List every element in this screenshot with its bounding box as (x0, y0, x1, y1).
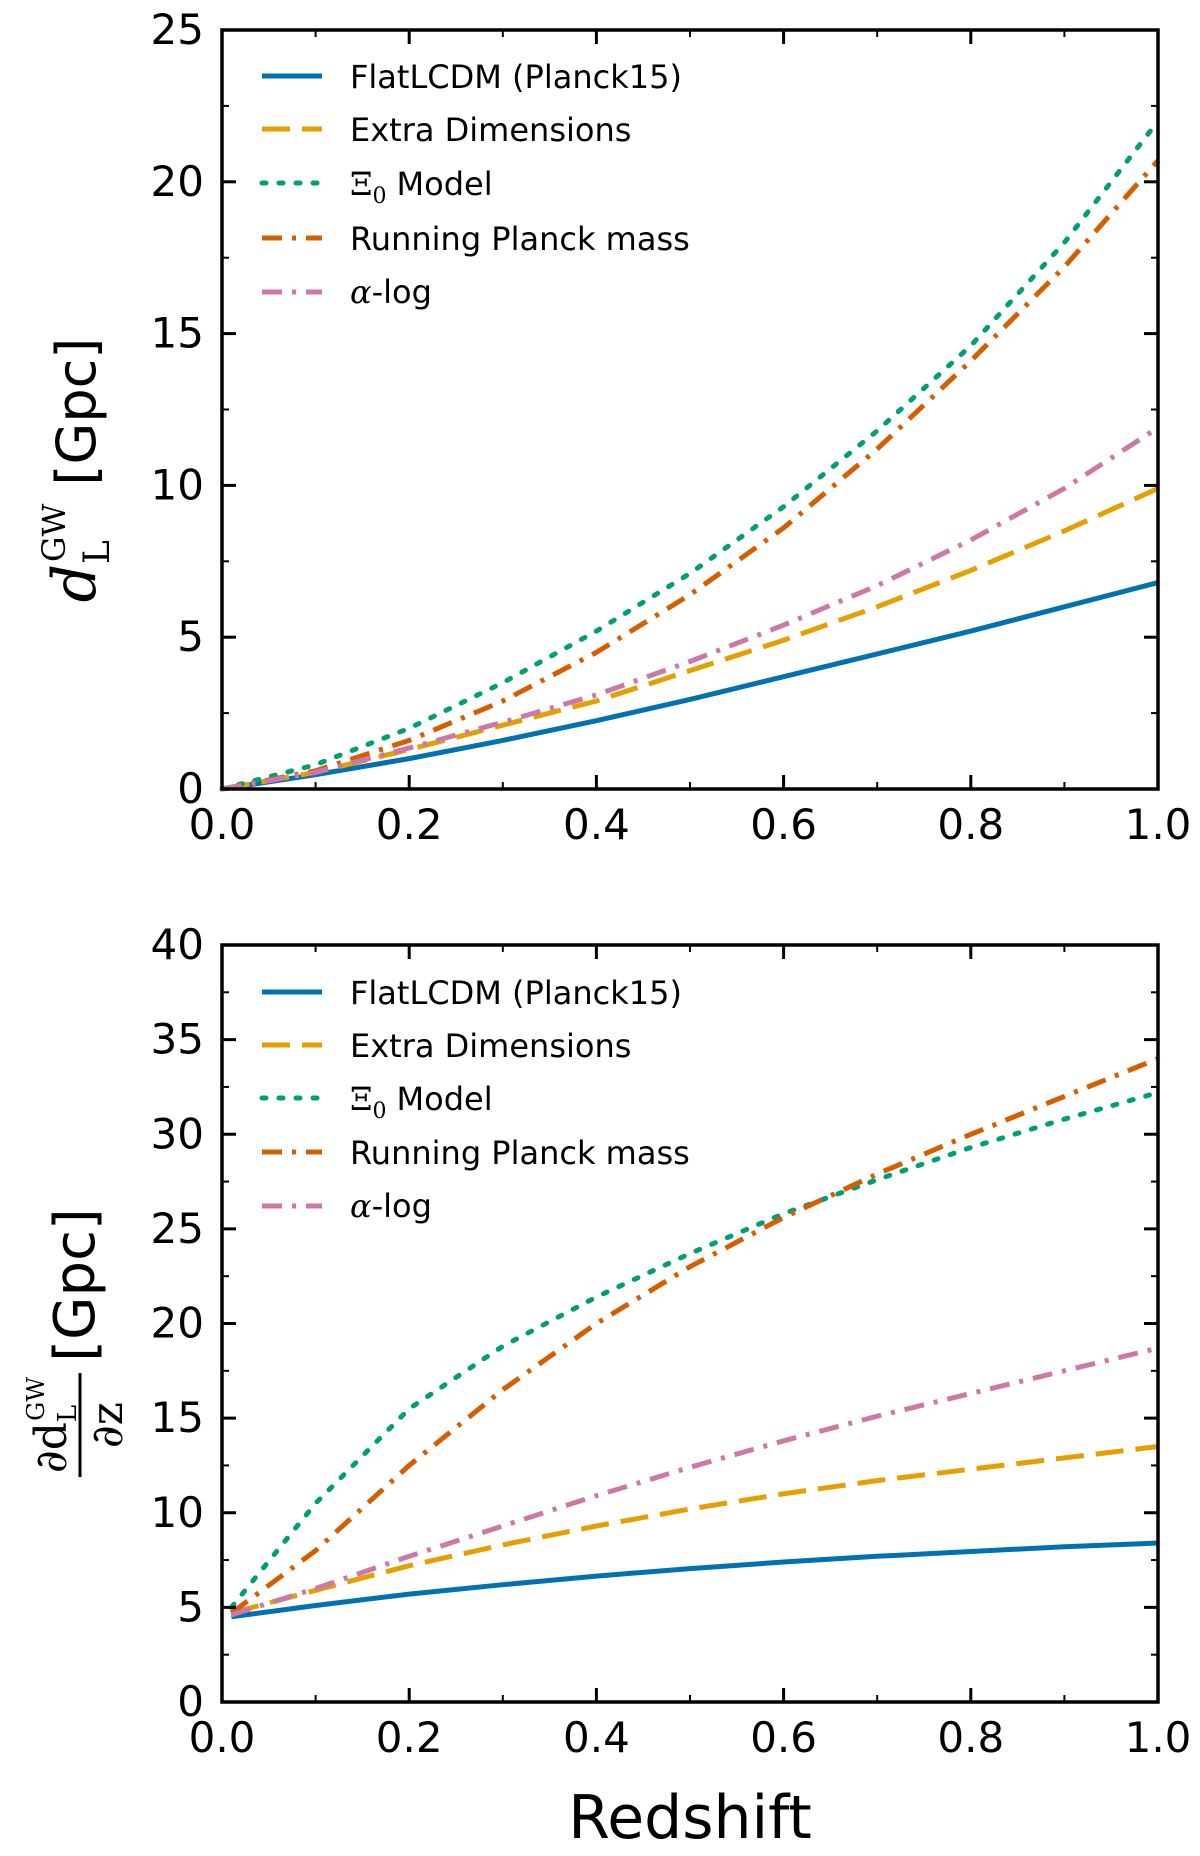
legend-label-extra-dimensions: Extra Dimensions (350, 1027, 631, 1065)
y-axis-label-bottom: ∂dLGW ∂z [Gpc] (22, 1208, 133, 1477)
y-tick-label: 30 (151, 1109, 204, 1158)
legend-xi-symbol: Ξ (350, 1080, 373, 1118)
series-line-flatlcdm (221, 580, 1159, 792)
panel-bottom: 0.0 0.2 0.4 0.6 0.8 1.0 0 5 10 15 20 25 30 35 40 ∂dLGW… (22, 920, 1191, 1762)
legend-label-flatlcdm: FlatLCDM (Planck15) (350, 974, 682, 1012)
legend-label-flatlcdm: FlatLCDM (Planck15) (350, 58, 682, 96)
ylabel-num: ∂d (26, 1422, 77, 1473)
y-tick-label: 5 (177, 1582, 204, 1631)
legend-entry-alpha-log: α-log (262, 1187, 432, 1225)
ylabel-den: ∂z (82, 1402, 133, 1448)
series-line-extra_dimensions (230, 1444, 1159, 1616)
series-line-xi0 (228, 1090, 1161, 1610)
x-tick-label: 0.0 (189, 1713, 256, 1762)
legend-xi-symbol: Ξ (350, 165, 373, 203)
legend-top: FlatLCDM (Planck15) Extra Dimensions Ξ0 M… (259, 58, 690, 311)
x-tick-label: 0.6 (750, 1713, 817, 1762)
ylabel-sub: L (77, 540, 118, 564)
x-axis-label: Redshift (568, 1783, 812, 1853)
x-tick-label: 0.0 (189, 800, 256, 849)
legend-label-alpha-log: α-log (350, 1187, 432, 1225)
legend-label-extra-dimensions: Extra Dimensions (350, 111, 631, 149)
legend-xi-sub: 0 (373, 1099, 387, 1124)
y-tick-label: 10 (151, 460, 204, 509)
x-tick-label: 1.0 (1125, 800, 1192, 849)
legend-label-xi0: Ξ0 Model (350, 1080, 493, 1124)
x-tick-label: 0.2 (376, 800, 443, 849)
legend-xi-text: Model (397, 165, 493, 203)
legend-label-alpha-log: α-log (350, 273, 432, 311)
x-tick-label: 0.2 (376, 1713, 443, 1762)
legend-entry-extra-dimensions: Extra Dimensions (262, 1027, 631, 1065)
legend-entry-xi0: Ξ0 Model (259, 1080, 493, 1124)
ticks-top: 0.0 0.2 0.4 0.6 0.8 1.0 0 5 10 15 20 25 (151, 5, 1192, 849)
y-tick-label: 25 (151, 5, 204, 54)
y-tick-label: 0 (177, 764, 204, 813)
legend-label-xi0: Ξ0 Model (350, 165, 493, 209)
legend-entry-flatlcdm: FlatLCDM (Planck15) (262, 974, 682, 1012)
legend-entry-flatlcdm: FlatLCDM (Planck15) (262, 58, 682, 96)
y-tick-label: 20 (151, 157, 204, 206)
x-tick-label: 0.8 (937, 1713, 1004, 1762)
series-line-alpha_log (230, 1345, 1159, 1618)
legend-entry-running-planck: Running Planck mass (262, 1134, 690, 1172)
y-tick-label: 5 (177, 612, 204, 661)
ticks-bottom: 0.0 0.2 0.4 0.6 0.8 1.0 0 5 10 15 20 25 30 35 40 (151, 920, 1192, 1762)
legend-bottom: FlatLCDM (Planck15) Extra Dimensions Ξ0 M… (259, 974, 690, 1225)
legend-label-running-planck: Running Planck mass (350, 220, 690, 258)
x-tick-label: 0.8 (937, 800, 1004, 849)
y-axis-label-top: dLGW [Gpc] (35, 338, 118, 603)
y-tick-label: 40 (151, 920, 204, 969)
ylabel-num-sub: L (53, 1405, 83, 1422)
y-tick-label: 10 (151, 1488, 204, 1537)
series-line-alpha_log (221, 425, 1160, 792)
panel-top: 0.0 0.2 0.4 0.6 0.8 1.0 0 5 10 15 20 25 dLGW [Gpc] F… (35, 5, 1191, 849)
svg-text:∂dLGW: ∂dLGW (22, 1377, 83, 1473)
series-layer-top (219, 118, 1161, 792)
legend-alpha-symbol: α (350, 273, 372, 311)
legend-alpha-text: -log (372, 1187, 432, 1225)
legend-entry-extra-dimensions: Extra Dimensions (262, 111, 631, 149)
ylabel-sup: GW (35, 503, 73, 562)
y-tick-label: 20 (151, 1299, 204, 1348)
y-tick-label: 35 (151, 1015, 204, 1064)
series-line-extra_dimensions (221, 486, 1160, 792)
svg-text:dLGW[Gpc]: dLGW [Gpc] (35, 338, 118, 603)
y-tick-label: 15 (151, 1393, 204, 1442)
legend-alpha-text: -log (372, 273, 432, 311)
y-tick-label: 25 (151, 1204, 204, 1253)
x-tick-label: 1.0 (1125, 1713, 1192, 1762)
ylabel-num-sup: GW (22, 1377, 50, 1421)
legend-xi-sub: 0 (373, 184, 387, 209)
x-tick-label: 0.6 (750, 800, 817, 849)
series-line-flatlcdm (231, 1540, 1159, 1620)
ylabel-unit-bottom: [Gpc] (43, 1208, 108, 1361)
ylabel-base: d (40, 564, 110, 602)
ylabel-unit: [Gpc] (45, 338, 108, 486)
legend-alpha-symbol: α (350, 1187, 372, 1225)
y-tick-label: 0 (177, 1677, 204, 1726)
series-line-running_planck (229, 1056, 1159, 1616)
series-layer-bottom (228, 1056, 1161, 1620)
x-tick-label: 0.4 (563, 800, 630, 849)
y-tick-label: 15 (151, 309, 204, 358)
legend-label-running-planck: Running Planck mass (350, 1134, 690, 1172)
x-tick-label: 0.4 (563, 1713, 630, 1762)
legend-entry-xi0: Ξ0 Model (259, 165, 493, 209)
legend-entry-alpha-log: α-log (262, 273, 432, 311)
legend-xi-text: Model (397, 1080, 493, 1118)
legend-entry-running-planck: Running Planck mass (262, 220, 690, 258)
